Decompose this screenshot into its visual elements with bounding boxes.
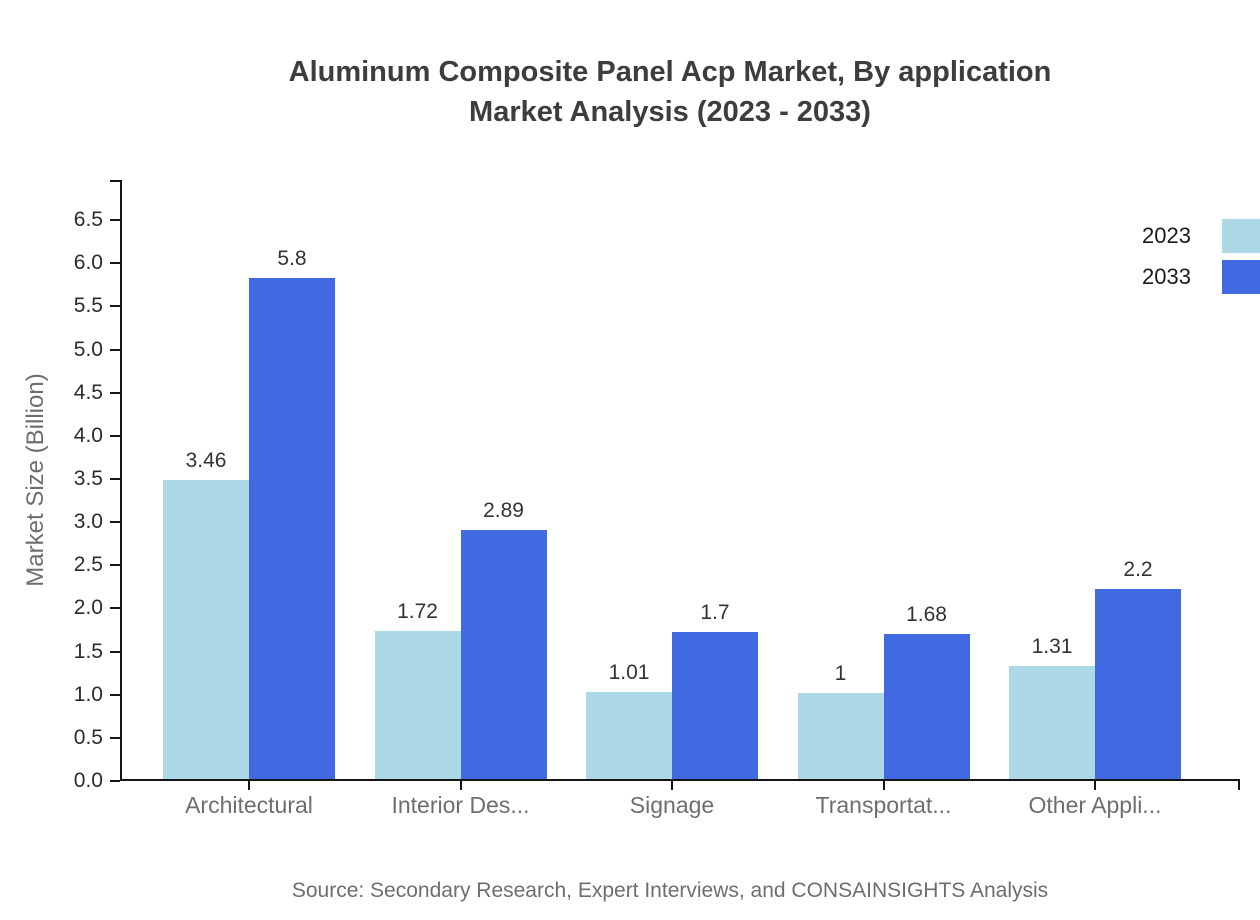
bar-value-label: 2.2 — [1123, 558, 1153, 582]
x-category-label: Architectural — [185, 792, 313, 818]
bar-value-label: 1.68 — [906, 603, 947, 627]
legend-item-label: 2023 — [1142, 223, 1191, 248]
chart-legend: 2023 2033 — [1142, 219, 1260, 294]
x-tick-mark — [671, 781, 673, 790]
x-tick-mark — [882, 781, 885, 790]
bar-2033-4 — [883, 634, 970, 779]
y-tick-label: 6.5 — [73, 208, 103, 232]
bar-value-label: 2.89 — [483, 498, 524, 522]
bar-2023-4 — [797, 692, 884, 779]
bar-2023-2 — [374, 630, 461, 779]
chart-title-line1: Aluminum Composite Panel Acp Market, By … — [288, 56, 1052, 88]
y-tick-mark — [110, 477, 120, 480]
bar-2023-3 — [586, 691, 672, 779]
chart-title-line2: Market Analysis (2023 - 2033) — [469, 96, 871, 129]
x-tick-mark — [248, 781, 250, 790]
x-tick-mark — [1094, 781, 1096, 790]
y-axis-end-cap — [110, 180, 120, 182]
legend-item-label: 2033 — [1142, 264, 1191, 289]
bar-2033-5 — [1095, 589, 1181, 779]
bar-value-label: 1.01 — [608, 660, 650, 684]
source-note: Source: Secondary Research, Expert Inter… — [291, 879, 1049, 902]
bar-value-label: 1 — [834, 661, 847, 685]
legend-item-2023: 2023 — [1142, 219, 1260, 253]
y-tick-label: 1.0 — [73, 682, 103, 706]
y-axis-title: Market Size (Billion) — [22, 373, 49, 587]
bar-2033-3 — [672, 632, 758, 779]
y-tick-label: 5.0 — [73, 337, 103, 361]
x-category-label: Signage — [629, 792, 715, 818]
y-tick-label: 2.0 — [73, 596, 103, 620]
y-tick-mark — [110, 434, 120, 437]
x-category-label: Interior Des... — [391, 792, 530, 818]
x-category-label: Transportat... — [815, 792, 952, 818]
bar-value-label: 3.46 — [185, 449, 227, 473]
y-tick-mark — [110, 391, 120, 394]
y-tick-mark — [110, 305, 120, 308]
y-tick-mark — [110, 650, 120, 653]
chart-title: Aluminum Composite Panel Acp Market, By … — [80, 52, 1260, 132]
bar-value-label: 1.7 — [700, 601, 730, 625]
y-tick-mark — [110, 521, 120, 524]
y-tick-mark — [110, 693, 120, 696]
y-tick-label: 6.0 — [73, 251, 103, 275]
y-tick-label: 0.5 — [73, 725, 103, 749]
y-tick-label: 5.5 — [73, 294, 103, 318]
legend-swatch-2033 — [1222, 260, 1260, 294]
y-tick-mark — [110, 736, 120, 739]
y-tick-mark — [110, 262, 120, 265]
plot-area: 0.0 0.5 1.0 1.5 2.0 2.5 3.0 3.5 4.0 4.5 5.0 5.5 6.0 6… — [74, 180, 1240, 818]
bar-value-label: 1.31 — [1031, 634, 1073, 658]
y-tick-label: 0.0 — [73, 769, 103, 792]
legend-swatch-2023 — [1222, 219, 1260, 253]
legend-item-2033: 2033 — [1142, 260, 1260, 294]
y-tick-label: 1.5 — [73, 639, 103, 663]
bar-2033-1 — [249, 278, 335, 779]
y-tick-mark — [110, 780, 120, 782]
y-tick-mark — [110, 607, 120, 610]
y-tick-label: 4.0 — [73, 423, 103, 447]
y-tick-label: 3.5 — [73, 466, 103, 490]
y-tick-mark — [110, 564, 120, 567]
bar-2023-5 — [1009, 665, 1095, 779]
y-tick-label: 2.5 — [73, 553, 103, 577]
y-tick-label: 3.0 — [73, 510, 103, 534]
y-tick-label: 4.5 — [73, 380, 103, 404]
bar-2033-2 — [460, 529, 547, 779]
bar-2023-1 — [163, 480, 249, 779]
y-tick-mark — [110, 348, 120, 351]
bar-value-label: 1.72 — [397, 599, 438, 623]
x-tick-mark — [459, 781, 462, 790]
y-tick-mark — [110, 219, 120, 222]
x-axis-end-tick — [1238, 781, 1240, 790]
x-category-label: Other Appli... — [1028, 792, 1162, 818]
bar-value-label: 5.8 — [277, 247, 307, 271]
